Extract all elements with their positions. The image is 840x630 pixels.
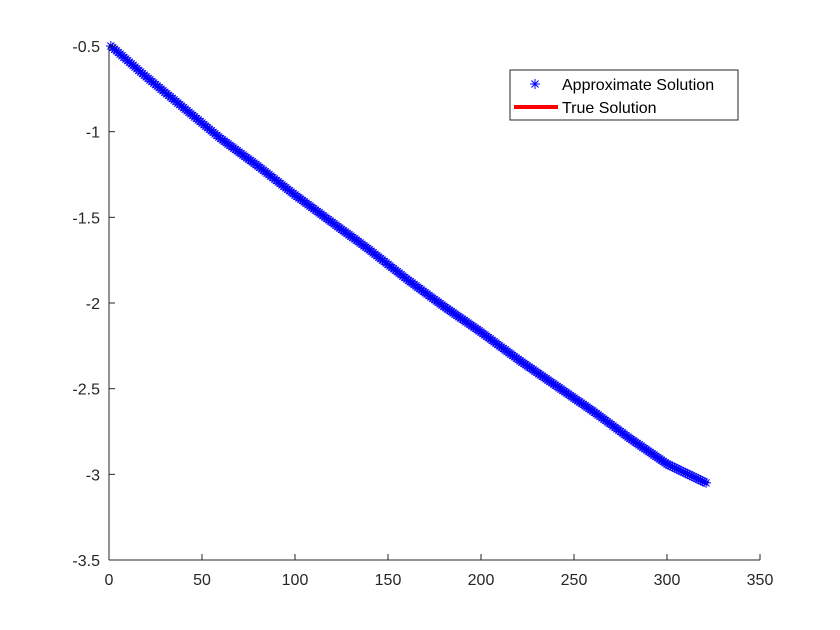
- approximate-solution-marker: [662, 459, 672, 470]
- legend-asterisk-icon: [530, 79, 540, 89]
- x-tick-label: 150: [375, 572, 402, 589]
- legend-box: [509, 69, 739, 121]
- y-tick-label: -2.5: [72, 382, 100, 399]
- approximate-solution-marker: [688, 471, 699, 482]
- approximate-solution-marker: [675, 465, 686, 476]
- approximate-solution-marker: [673, 464, 684, 475]
- approximate-solution-marker: [671, 463, 682, 474]
- approximate-solution-marker: [699, 477, 710, 488]
- legend[interactable]: Approximate Solution True Solution: [509, 69, 739, 121]
- approximate-solution-marker: [684, 469, 695, 480]
- y-tick-label: -1: [86, 125, 100, 142]
- approximate-solution-marker: [665, 460, 676, 471]
- approximate-solution-marker: [691, 473, 702, 484]
- x-tick-label: 250: [561, 572, 588, 589]
- approximate-solution-marker: [686, 470, 697, 481]
- approximate-solution-marker: [663, 459, 674, 470]
- approximate-solution-marker: [697, 476, 708, 487]
- legend-label: True Solution: [562, 100, 657, 117]
- x-tick-label: 100: [282, 572, 309, 589]
- y-tick-label: -3: [86, 467, 100, 484]
- approximate-solution-marker: [667, 461, 678, 472]
- legend-item[interactable]: True Solution: [514, 100, 657, 117]
- x-tick-label: 200: [468, 572, 495, 589]
- approximate-solution-marker: [676, 466, 687, 477]
- approximate-solution-marker: [695, 475, 706, 486]
- approximate-solution-marker: [678, 467, 689, 478]
- approximate-solution-series: [105, 41, 712, 488]
- legend-item[interactable]: Approximate Solution: [530, 77, 714, 94]
- axes: 0 50 100 150 200 250 300 350 -3.5 -3 -2.5 -2 -1.5 -1 -…: [72, 39, 773, 589]
- x-tick-label: 300: [654, 572, 681, 589]
- y-tick-label: -0.5: [72, 39, 100, 56]
- approximate-solution-marker: [693, 474, 704, 485]
- approximate-solution-marker: [689, 472, 700, 483]
- legend-label: Approximate Solution: [562, 77, 714, 94]
- y-tick-label: -1.5: [72, 210, 100, 227]
- approximate-solution-marker: [682, 468, 693, 479]
- x-tick-label: 0: [105, 572, 114, 589]
- y-tick-label: -2: [86, 296, 100, 313]
- y-tick-label: -3.5: [72, 553, 100, 570]
- approximate-solution-marker: [669, 462, 680, 473]
- approximate-solution-marker: [680, 468, 691, 479]
- approximate-solution-marker: [701, 477, 712, 488]
- x-tick-label: 50: [193, 572, 211, 589]
- x-tick-label: 350: [747, 572, 774, 589]
